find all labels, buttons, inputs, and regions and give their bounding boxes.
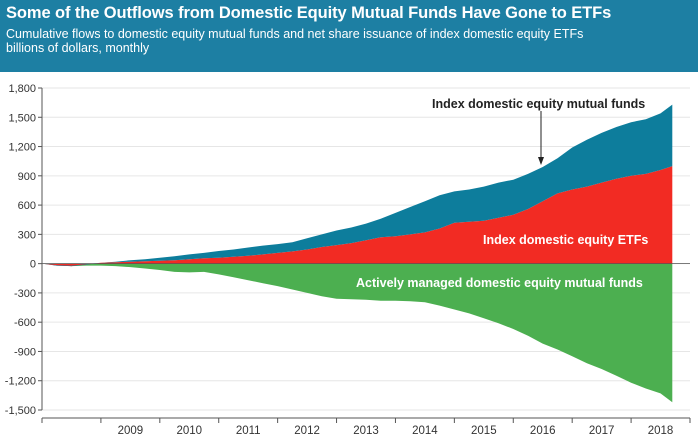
y-tick-label: 0	[30, 259, 36, 271]
y-tick-label: 1,800	[8, 83, 36, 95]
area-index-mutual-funds	[42, 104, 673, 267]
area-index-etfs	[42, 166, 673, 267]
y-tick-label: -600	[14, 317, 36, 329]
y-tick-label: 300	[18, 229, 36, 241]
x-tick-label: 2011	[236, 425, 261, 437]
chart-title: Some of the Outflows from Domestic Equit…	[6, 4, 612, 22]
annotation-index-mutual-funds: Index domestic equity mutual funds	[432, 97, 645, 111]
chart-units: billions of dollars, monthly	[6, 41, 150, 55]
x-tick-label: 2009	[118, 425, 144, 437]
y-tick-label: 1,200	[8, 142, 36, 154]
x-tick-label: 2018	[648, 425, 674, 437]
y-tick-label: 900	[18, 171, 36, 183]
y-tick-label: -1,500	[5, 405, 36, 417]
x-tick-label: 2013	[353, 425, 379, 437]
chart-subtitle: Cumulative flows to domestic equity mutu…	[6, 27, 584, 41]
x-axis-ticks: 2009 2010 2011 2012 2013 2014 2015 2016 2017 2018	[41, 418, 691, 437]
x-tick-label: 2016	[530, 425, 556, 437]
y-tick-label: -1,200	[5, 376, 36, 388]
x-tick-label: 2017	[589, 425, 615, 437]
y-tick-label: 1,500	[8, 112, 36, 124]
x-tick-label: 2012	[294, 425, 320, 437]
chart-header: Some of the Outflows from Domestic Equit…	[0, 0, 698, 72]
y-tick-label: -900	[14, 346, 36, 358]
y-tick-label: 600	[18, 200, 36, 212]
x-tick-label: 2015	[471, 425, 497, 437]
x-tick-label: 2010	[176, 425, 202, 437]
y-axis-ticks: -1,500 -1,200 -900 -600 -300 0 300 600 900 1,200 1…	[5, 83, 43, 417]
y-tick-label: -300	[14, 288, 36, 300]
annotation-active-funds: Actively managed domestic equity mutual …	[356, 276, 643, 290]
area-actively-managed-funds	[42, 263, 673, 403]
x-tick-label: 2014	[412, 425, 438, 437]
annotation-index-etfs: Index domestic equity ETFs	[483, 233, 648, 247]
annotation-arrow-head	[538, 157, 544, 165]
